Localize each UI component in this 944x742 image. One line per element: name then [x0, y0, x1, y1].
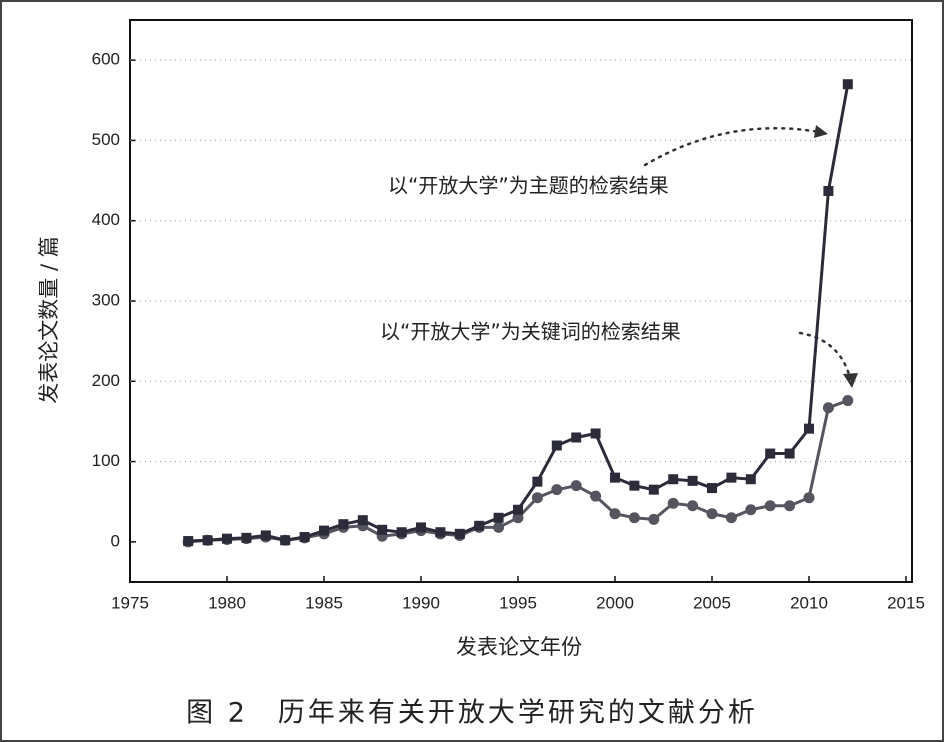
x-tick-label: 2005: [693, 593, 731, 612]
annotation: 以“开放大学”为关键词的检索结果: [380, 320, 681, 344]
x-tick-label: 2010: [790, 593, 828, 612]
y-tick-label: 400: [92, 210, 120, 229]
point: [765, 448, 776, 459]
x-tick-label: 1980: [208, 593, 246, 612]
point: [764, 500, 776, 512]
point: [590, 490, 602, 502]
point: [842, 395, 854, 407]
point: [319, 525, 329, 536]
point: [513, 504, 523, 515]
series-line: [188, 83, 850, 543]
point: [628, 512, 640, 524]
point: [551, 440, 562, 451]
x-tick-label: 1995: [499, 593, 537, 612]
point: [222, 533, 232, 544]
x-tick-label: 2015: [887, 593, 925, 612]
point: [726, 472, 737, 483]
x-axis-label: 发表论文年份: [456, 635, 582, 659]
point: [687, 500, 699, 512]
point: [338, 519, 349, 530]
point: [474, 520, 485, 531]
point: [571, 432, 582, 443]
point: [377, 524, 388, 535]
point: [707, 483, 717, 494]
x-tick-label: 1985: [305, 593, 343, 612]
arrowhead: [814, 125, 828, 138]
point: [202, 535, 213, 546]
point: [784, 500, 796, 512]
point: [725, 512, 737, 524]
point: [493, 521, 505, 533]
point: [260, 530, 271, 541]
point: [745, 504, 757, 516]
point: [532, 476, 543, 487]
point: [822, 402, 834, 414]
point: [183, 536, 194, 547]
point: [610, 472, 620, 483]
point: [551, 484, 563, 496]
point: [706, 508, 718, 520]
point: [842, 79, 853, 90]
point: [416, 522, 426, 533]
y-axis-label: 发表论文数量 / 篇: [37, 236, 61, 403]
point: [357, 515, 368, 526]
point: [667, 497, 679, 509]
point: [687, 475, 698, 486]
point: [823, 186, 834, 197]
point: [435, 527, 446, 538]
point: [609, 508, 621, 520]
point: [784, 448, 795, 459]
y-tick-label: 500: [92, 130, 120, 149]
point: [804, 423, 814, 434]
x-tick-label: 2000: [596, 593, 634, 612]
point: [280, 535, 291, 546]
point: [454, 528, 465, 539]
caption: 图 2 历年来有关开放大学研究的文献分析: [186, 698, 758, 729]
y-tick-label: 100: [92, 451, 120, 470]
point: [512, 512, 524, 524]
arrow: [643, 127, 827, 167]
point: [629, 480, 640, 491]
point: [803, 492, 815, 504]
y-tick-label: 0: [111, 531, 120, 550]
y-tick-label: 300: [92, 290, 120, 309]
point: [531, 492, 543, 504]
x-tick-label: 1990: [402, 593, 440, 612]
y-tick-label: 600: [92, 50, 120, 69]
x-tick-label: 1975: [111, 593, 149, 612]
point: [299, 532, 310, 543]
point: [241, 532, 252, 543]
arrow: [798, 331, 852, 380]
point: [493, 512, 504, 523]
arrowhead: [843, 373, 858, 388]
point: [396, 527, 407, 538]
annotation: 以“开放大学”为主题的检索结果: [388, 174, 669, 198]
point: [668, 474, 679, 485]
point: [590, 428, 601, 439]
point: [648, 484, 659, 495]
y-tick-label: 200: [92, 371, 120, 390]
point: [570, 480, 582, 492]
point: [648, 513, 660, 525]
point: [745, 474, 756, 485]
